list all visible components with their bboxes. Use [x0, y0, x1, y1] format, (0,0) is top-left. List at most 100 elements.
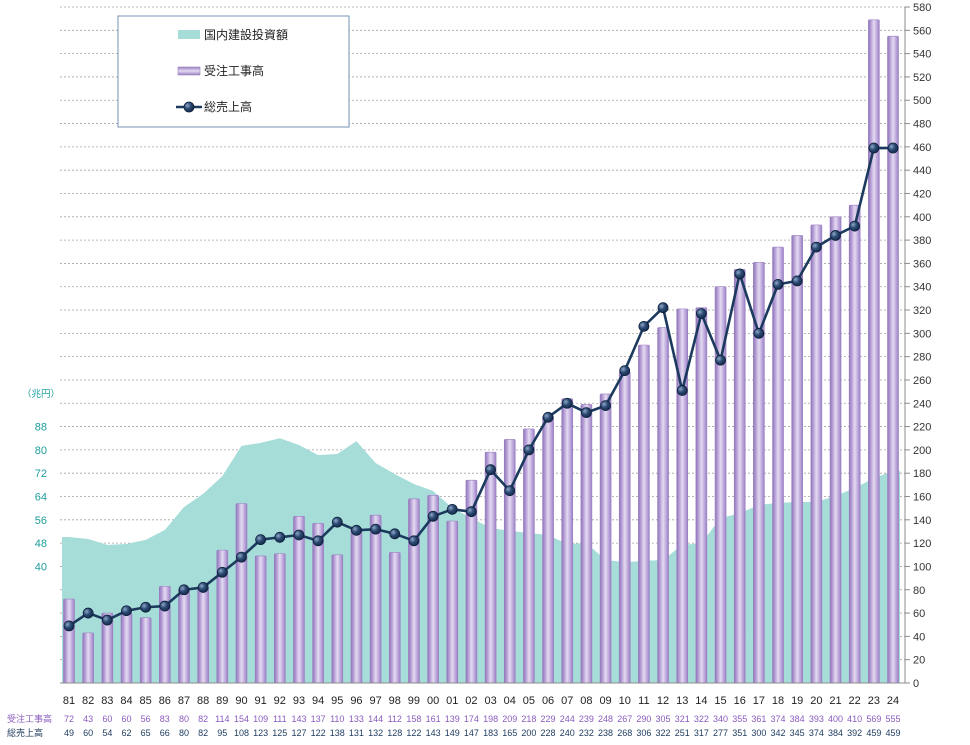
- order-bar-91: [254, 555, 267, 684]
- x-tick-label-09: 09: [599, 695, 611, 707]
- table-value-orders-97: 144: [368, 714, 383, 724]
- order-bar-90: [235, 503, 248, 684]
- sales-point-96: [351, 524, 362, 536]
- sales-point-18: [772, 278, 784, 290]
- table-value-orders-91: 109: [253, 714, 268, 724]
- table-value-orders-02: 174: [464, 714, 479, 724]
- order-bar-05: [523, 428, 535, 684]
- sales-point-17: [753, 327, 765, 339]
- table-value-orders-94: 137: [311, 714, 326, 724]
- right-axis-tick-label: 20: [913, 655, 925, 667]
- order-bar-01: [446, 520, 459, 684]
- table-value-sales-01: 149: [445, 728, 460, 738]
- table-value-orders-12: 305: [656, 714, 671, 724]
- table-value-sales-13: 251: [675, 728, 690, 738]
- table-value-orders-07: 244: [560, 714, 575, 724]
- right-axis-tick-label: 140: [913, 515, 931, 527]
- table-value-orders-99: 158: [406, 714, 421, 724]
- table-value-orders-92: 111: [273, 714, 287, 724]
- sales-point-09: [600, 400, 611, 412]
- table-value-sales-88: 82: [198, 728, 208, 738]
- table-value-sales-97: 132: [368, 728, 383, 738]
- order-bar-81: [63, 598, 75, 684]
- table-value-sales-95: 138: [330, 728, 345, 738]
- table-value-sales-24: 459: [885, 728, 900, 738]
- x-tick-label-92: 92: [274, 695, 286, 707]
- left-axis-tick-label: 80: [35, 445, 47, 457]
- table-value-orders-01: 139: [445, 714, 460, 724]
- order-bar-12: [657, 327, 669, 684]
- table-value-sales-20: 374: [809, 728, 824, 738]
- table-value-orders-17: 361: [751, 714, 766, 724]
- sales-point-03: [485, 464, 496, 476]
- table-value-sales-96: 131: [349, 728, 364, 738]
- sales-point-89: [216, 566, 228, 578]
- table-value-orders-04: 209: [502, 714, 517, 724]
- table-value-sales-06: 228: [541, 728, 556, 738]
- x-tick-label-19: 19: [791, 695, 803, 707]
- table-value-sales-22: 392: [847, 728, 862, 738]
- x-tick-label-02: 02: [465, 695, 477, 707]
- legend: 国内建設投資額 受注工事高 総売上高: [117, 15, 350, 128]
- order-bar-14: [695, 307, 708, 684]
- table-value-orders-23: 569: [866, 714, 881, 724]
- x-tick-label-12: 12: [657, 695, 669, 707]
- table-value-orders-15: 340: [713, 714, 728, 724]
- table-value-sales-05: 200: [521, 728, 536, 738]
- x-tick-label-82: 82: [82, 695, 94, 707]
- sales-point-92: [274, 531, 286, 543]
- table-value-sales-91: 123: [253, 728, 268, 738]
- sales-point-90: [236, 551, 247, 563]
- sales-point-87: [178, 584, 190, 596]
- x-tick-label-17: 17: [753, 695, 765, 707]
- table-value-sales-14: 317: [694, 728, 709, 738]
- order-bar-16: [733, 268, 746, 684]
- x-tick-label-83: 83: [101, 695, 113, 707]
- x-tick-label-85: 85: [140, 695, 152, 707]
- legend-swatch-sales-marker: [183, 101, 195, 113]
- legend-label-orders: 受注工事高: [204, 63, 264, 78]
- order-bar-85: [139, 617, 152, 684]
- order-bar-21: [829, 216, 842, 684]
- sales-point-24: [887, 142, 899, 154]
- table-value-sales-94: 122: [311, 728, 326, 738]
- left-axis-tick-label: 40: [35, 561, 47, 573]
- order-bar-07: [561, 398, 574, 684]
- right-axis-tick-label: 260: [913, 375, 931, 387]
- order-bar-13: [676, 308, 689, 684]
- order-bar-98: [388, 552, 401, 684]
- sales-point-11: [638, 320, 650, 332]
- table-value-sales-89: 95: [217, 728, 227, 738]
- x-tick-label-18: 18: [772, 695, 784, 707]
- sales-point-21: [830, 230, 841, 241]
- order-bar-06: [542, 415, 554, 684]
- table-value-orders-16: 355: [732, 714, 747, 724]
- order-bar-19: [791, 235, 803, 684]
- data-table: 受注工事高 72 43 60 60 56 83 80 82 114 154 109 111 143 137 1…: [7, 713, 901, 738]
- table-value-sales-18: 342: [771, 728, 786, 738]
- legend-label-investment: 国内建設投資額: [204, 27, 288, 42]
- order-bar-88: [197, 587, 209, 684]
- table-value-orders-03: 198: [483, 714, 498, 724]
- right-axis-tick-label: 580: [913, 2, 931, 14]
- sales-point-97: [370, 523, 382, 535]
- table-value-sales-87: 80: [179, 728, 189, 738]
- table-value-sales-98: 128: [387, 728, 402, 738]
- x-tick-label-89: 89: [216, 695, 228, 707]
- table-value-orders-82: 43: [83, 714, 93, 724]
- order-bar-93: [293, 516, 305, 684]
- table-value-orders-20: 393: [809, 714, 824, 724]
- table-value-sales-85: 65: [141, 728, 151, 738]
- x-tick-label-88: 88: [197, 695, 209, 707]
- left-axis-tick-label: 48: [35, 538, 47, 550]
- x-tick-label-11: 11: [638, 695, 649, 707]
- sales-point-15: [715, 354, 726, 366]
- table-value-orders-89: 114: [215, 714, 229, 724]
- sales-point-06: [542, 411, 554, 423]
- table-row-label: 総売上高: [7, 727, 43, 738]
- right-axis-tick-label: 340: [913, 282, 931, 294]
- table-value-sales-10: 268: [617, 728, 632, 738]
- x-tick-label-06: 06: [542, 695, 554, 707]
- table-value-orders-93: 143: [291, 714, 306, 724]
- right-axis-tick-label: 460: [913, 142, 931, 154]
